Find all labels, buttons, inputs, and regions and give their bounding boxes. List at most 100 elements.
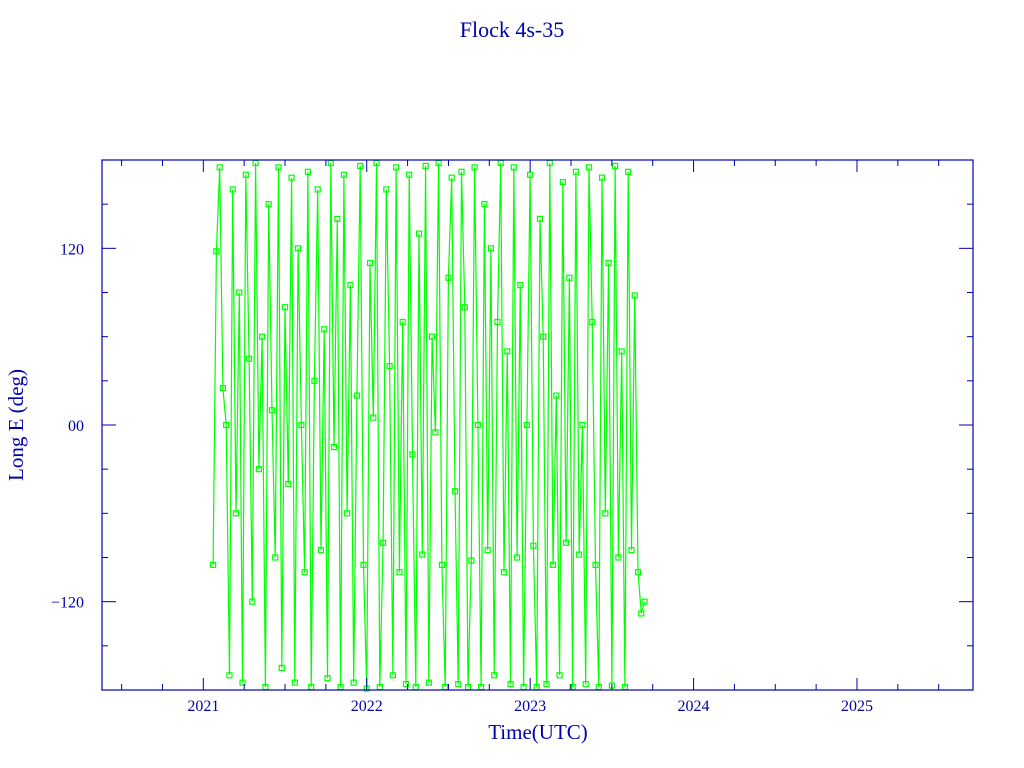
data-point <box>585 164 593 171</box>
data-point <box>272 554 279 561</box>
data-point <box>344 510 351 517</box>
data-point <box>484 547 491 554</box>
data-point <box>314 186 321 193</box>
data-point <box>383 186 390 193</box>
data-point <box>451 488 459 495</box>
data-point <box>517 282 524 289</box>
data-point <box>288 174 295 181</box>
data-point <box>255 466 262 473</box>
data-point <box>285 480 292 487</box>
data-point <box>249 598 256 605</box>
data-point <box>598 174 606 181</box>
data-point <box>265 201 272 208</box>
data-point <box>576 551 583 558</box>
data-point <box>605 259 612 267</box>
data-point <box>298 421 305 429</box>
data-point <box>438 561 446 568</box>
data-point <box>455 681 462 688</box>
data-point <box>291 679 298 686</box>
data-point <box>210 561 217 568</box>
data-point <box>324 675 331 682</box>
data-point <box>275 164 282 171</box>
data-point <box>510 164 517 171</box>
data-point <box>471 164 478 171</box>
data-point <box>553 392 560 399</box>
x-tick-label: 2023 <box>514 698 546 715</box>
y-axis-label: Long E (deg) <box>4 369 28 481</box>
x-tick-label: 2021 <box>187 698 219 715</box>
data-point <box>419 551 426 558</box>
y-tick-labels: 120 00 −120 <box>51 241 84 611</box>
data-point <box>232 510 240 517</box>
data-point <box>415 230 423 237</box>
data-point <box>628 547 635 554</box>
data-point <box>360 561 367 568</box>
data-point <box>556 672 563 679</box>
data-point <box>615 554 622 561</box>
data-point <box>393 164 400 171</box>
data-point <box>259 333 266 340</box>
axis-ticks <box>102 160 973 690</box>
data-point <box>500 569 508 576</box>
data-point <box>579 421 586 429</box>
data-point <box>461 304 468 311</box>
data-point <box>422 162 429 169</box>
data-point <box>216 164 223 171</box>
data-point <box>566 274 573 281</box>
data-point <box>487 245 495 252</box>
data-point <box>507 681 514 688</box>
x-tick-label: 2025 <box>841 698 873 715</box>
data-point <box>304 168 312 175</box>
data-point <box>494 318 501 326</box>
data-point <box>357 162 364 169</box>
data-point <box>399 318 406 326</box>
chart-title: Flock 4s-35 <box>460 17 565 42</box>
data-point <box>278 664 285 672</box>
data-point <box>458 168 465 175</box>
data-point <box>474 421 481 429</box>
data-point <box>366 259 374 267</box>
data-point <box>638 610 645 617</box>
data-point <box>527 171 534 178</box>
data-point <box>239 679 246 686</box>
data-point <box>481 201 488 208</box>
data-point <box>301 569 308 576</box>
data-point <box>612 162 619 169</box>
data-layer <box>210 159 648 692</box>
data-point <box>402 681 410 688</box>
data-point <box>350 679 357 686</box>
x-tick-label: 2024 <box>678 698 710 715</box>
data-point <box>592 561 599 568</box>
data-point <box>540 333 547 340</box>
data-point <box>513 554 521 561</box>
data-point <box>641 598 648 605</box>
data-point <box>219 385 227 392</box>
data-point <box>340 171 347 178</box>
data-point <box>409 451 416 458</box>
data-point <box>353 392 361 399</box>
data-point <box>625 168 632 175</box>
data-point <box>389 672 396 679</box>
data-point <box>386 363 393 370</box>
data-point <box>428 333 436 340</box>
data-point <box>448 174 455 181</box>
x-axis-label: Time(UTC) <box>488 720 588 744</box>
data-point <box>347 282 354 289</box>
x-tick-labels: 2021 2022 2023 2024 2025 <box>187 698 873 715</box>
y-tick-label: 00 <box>68 418 84 435</box>
data-point <box>226 672 233 679</box>
data-point <box>549 561 557 568</box>
data-point <box>223 421 230 429</box>
data-point <box>379 539 387 546</box>
data-point <box>245 355 253 362</box>
data-point <box>536 215 544 222</box>
data-point <box>396 569 403 576</box>
data-point <box>334 215 341 222</box>
data-point <box>330 443 338 451</box>
data-point <box>504 348 511 355</box>
data-point <box>281 304 289 311</box>
data-point <box>543 681 550 688</box>
data-point <box>406 171 413 178</box>
data-point <box>311 377 318 384</box>
